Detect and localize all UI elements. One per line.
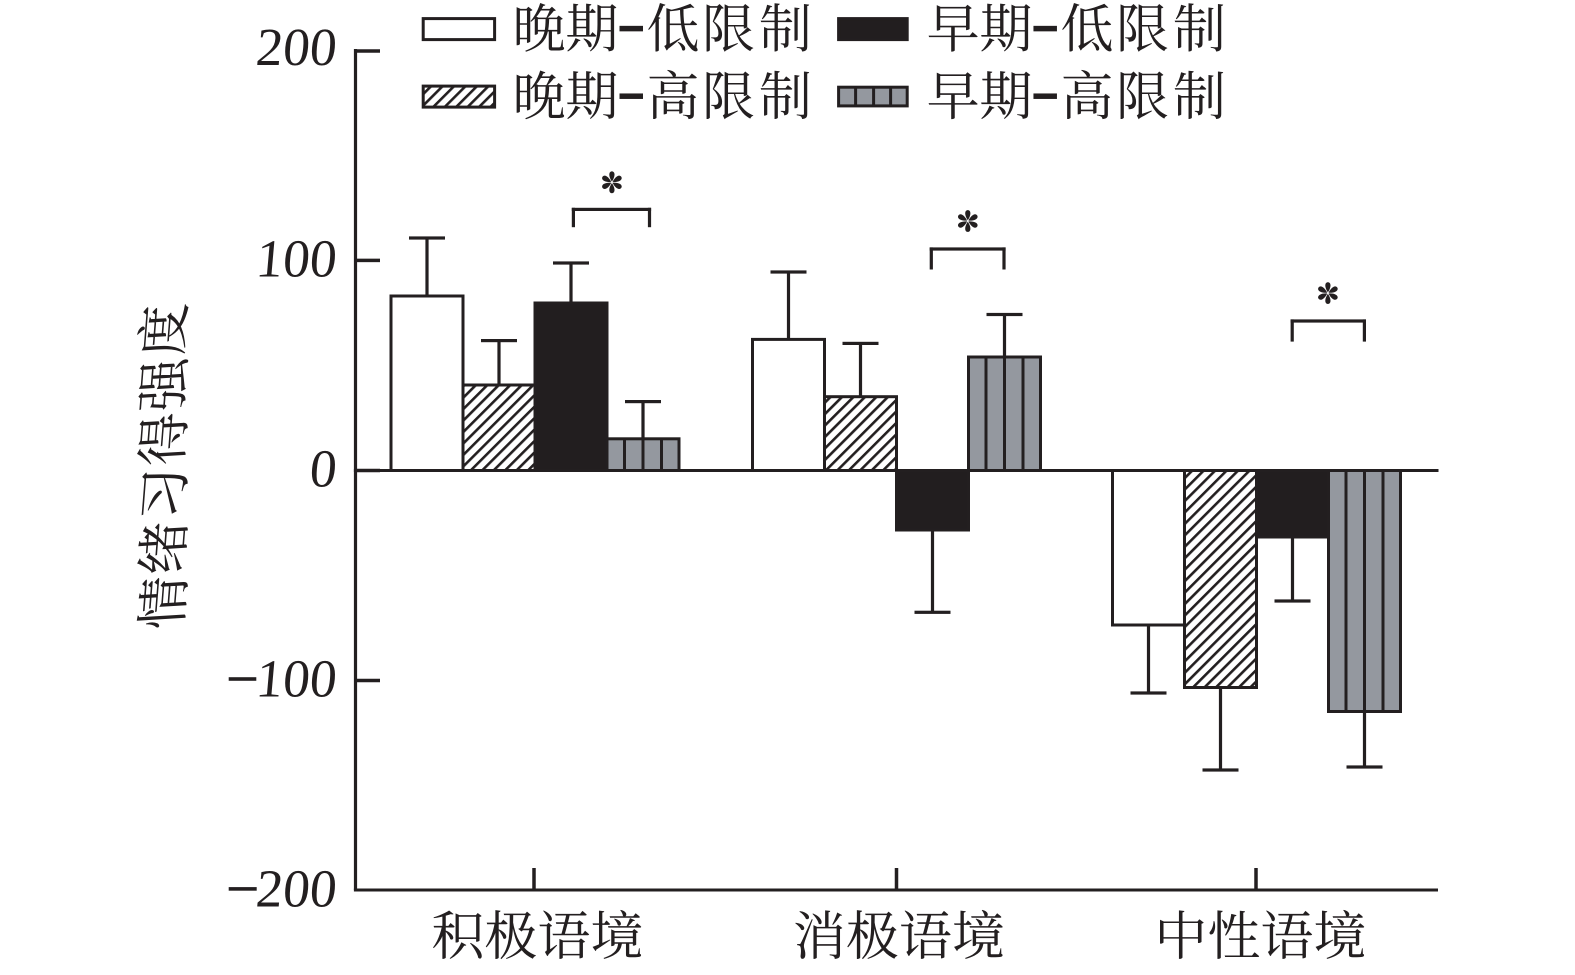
- svg-text:0: 0: [307, 439, 339, 499]
- svg-text:100: 100: [254, 649, 340, 709]
- svg-text:200: 200: [254, 859, 340, 919]
- svg-text:100: 100: [254, 229, 340, 289]
- svg-text:200: 200: [254, 17, 340, 77]
